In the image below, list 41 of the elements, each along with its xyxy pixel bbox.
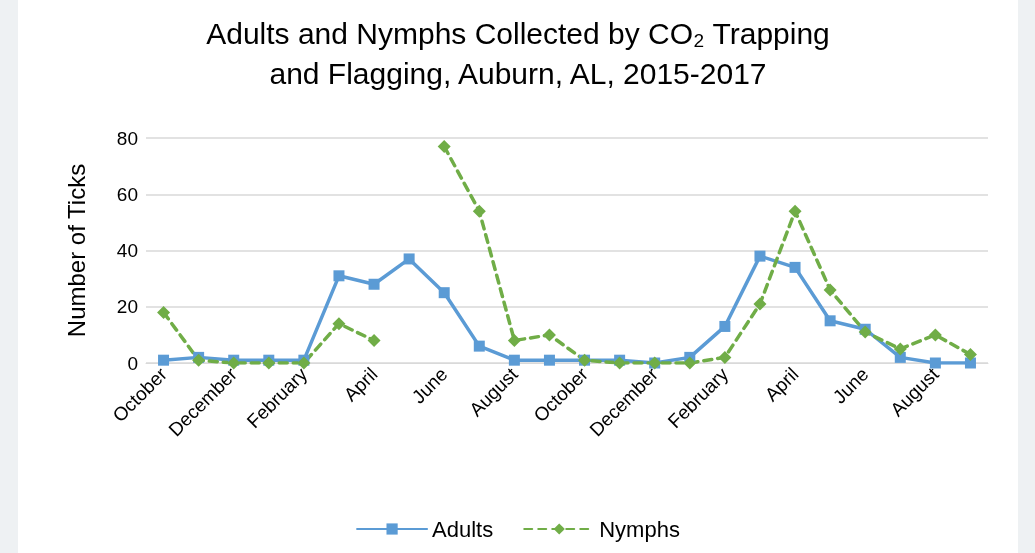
point [788,204,802,218]
point [473,340,485,352]
point [963,348,977,362]
point [507,334,521,347]
legend-label: Nymphs [599,516,680,542]
point [824,315,836,327]
point [964,357,976,369]
y-tick-label: 0 [127,352,138,374]
point [753,297,767,311]
y-tick-label: 20 [116,296,138,318]
point [542,328,556,342]
point [333,270,345,282]
y-tick-label: 60 [116,183,138,205]
point [718,350,732,364]
point [858,325,872,339]
point [894,351,906,363]
point [893,342,907,356]
point [192,353,206,367]
point [929,357,941,369]
point [367,334,381,347]
point [158,354,170,366]
y-tick-label: 80 [116,127,138,149]
point [928,328,942,342]
point [719,320,731,332]
point [543,354,555,366]
y-axis-title: Number of Ticks [62,163,90,338]
point [754,250,766,262]
legend-label: Adults [432,516,494,542]
point [789,261,801,273]
point [368,278,380,290]
point [437,139,451,153]
point [823,283,837,297]
point [157,305,171,319]
point [438,287,450,299]
point [508,354,520,366]
y-tick-label: 40 [116,240,138,261]
chart-title: Adults and Nymphs Collected by CO₂ Trapping and Flagging, Auburn, AL, 2015-2017 [206,16,830,90]
point [403,253,415,265]
point [227,356,241,370]
point [472,204,486,218]
point [332,317,346,331]
